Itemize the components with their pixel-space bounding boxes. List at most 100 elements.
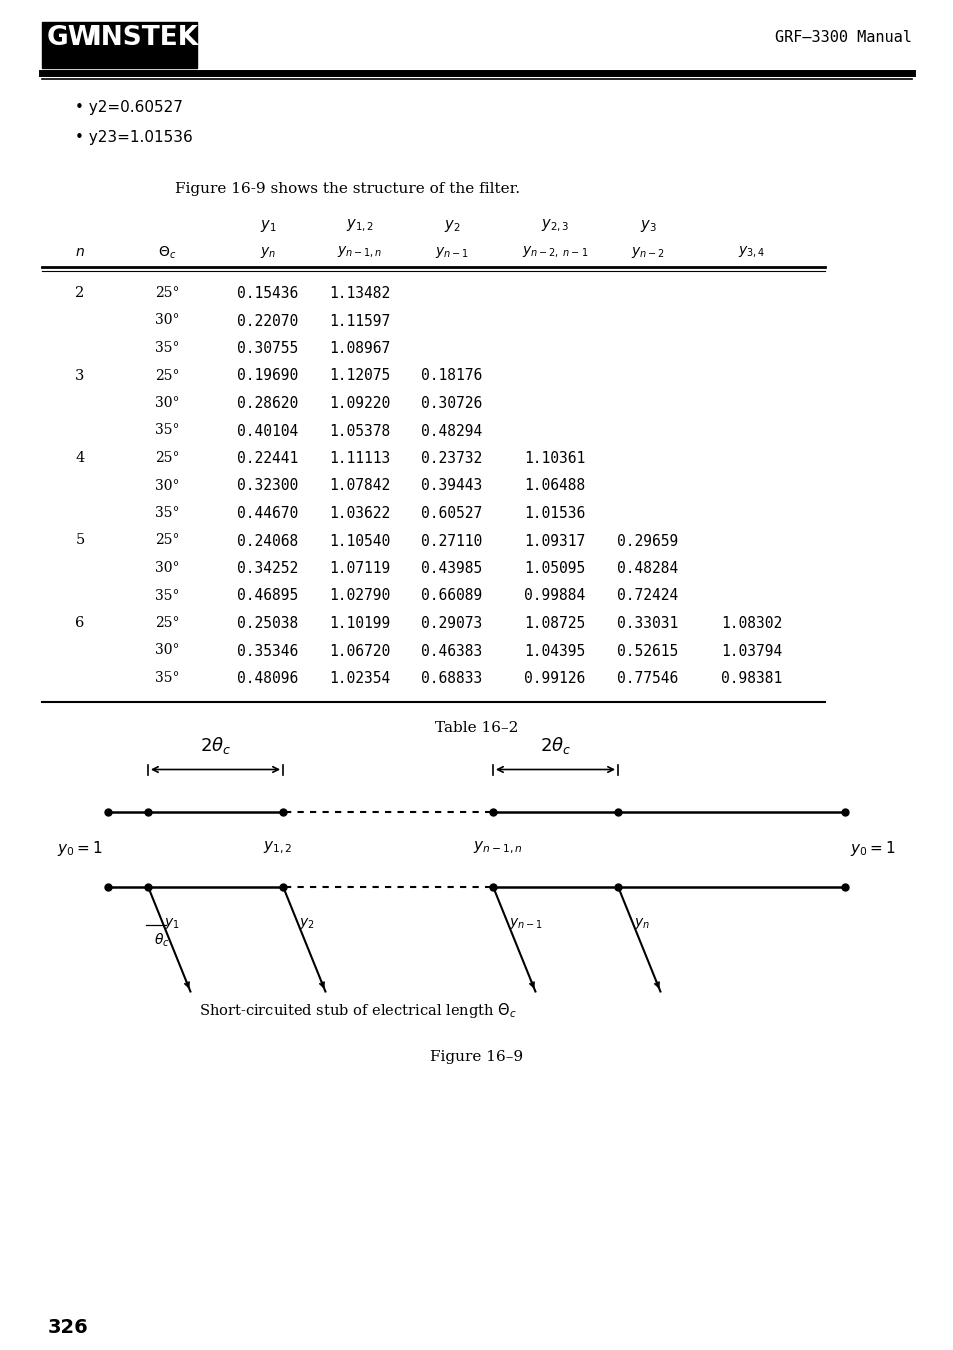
- Text: 35°: 35°: [154, 506, 179, 520]
- Text: 30°: 30°: [154, 562, 179, 575]
- Text: 1.09317: 1.09317: [524, 533, 585, 548]
- Text: $y_{2,3}$: $y_{2,3}$: [540, 217, 569, 235]
- Text: 0.15436: 0.15436: [237, 286, 298, 301]
- Text: 1.08967: 1.08967: [329, 342, 390, 356]
- Text: 1.10540: 1.10540: [329, 533, 390, 548]
- Text: $y_{n-2,\ n-1}$: $y_{n-2,\ n-1}$: [521, 244, 587, 261]
- Text: $y_1$: $y_1$: [164, 915, 179, 931]
- Text: 0.44670: 0.44670: [237, 506, 298, 521]
- Text: $y_{1,2}$: $y_{1,2}$: [346, 217, 374, 235]
- Text: • y2=0.60527: • y2=0.60527: [75, 100, 183, 115]
- Text: 0.27110: 0.27110: [421, 533, 482, 548]
- Text: 0.24068: 0.24068: [237, 533, 298, 548]
- Text: 0.40104: 0.40104: [237, 424, 298, 439]
- Text: 4: 4: [75, 451, 85, 464]
- Text: $y_2$: $y_2$: [443, 217, 459, 234]
- Text: 35°: 35°: [154, 671, 179, 684]
- Text: $y_n$: $y_n$: [633, 915, 649, 931]
- Text: $2\theta_c$: $2\theta_c$: [200, 734, 231, 756]
- Text: 5: 5: [75, 533, 85, 548]
- Text: 1.07842: 1.07842: [329, 478, 390, 494]
- Text: Figure 16–9: Figure 16–9: [430, 1049, 523, 1064]
- Text: Figure 16-9 shows the structure of the filter.: Figure 16-9 shows the structure of the f…: [174, 182, 519, 196]
- Text: 1.07119: 1.07119: [329, 562, 390, 576]
- Text: 35°: 35°: [154, 424, 179, 437]
- Text: Short-circuited stub of electrical length $\Theta_c$: Short-circuited stub of electrical lengt…: [199, 1002, 517, 1021]
- Text: 1.01536: 1.01536: [524, 506, 585, 521]
- Text: 0.99126: 0.99126: [524, 671, 585, 686]
- Text: 0.22441: 0.22441: [237, 451, 298, 466]
- Text: 0.46383: 0.46383: [421, 644, 482, 659]
- Text: 0.29659: 0.29659: [617, 533, 678, 548]
- Text: $y_{n-1,n}$: $y_{n-1,n}$: [337, 244, 382, 261]
- Text: $y_0 = 1$: $y_0 = 1$: [57, 840, 103, 859]
- Text: 35°: 35°: [154, 342, 179, 355]
- Text: 0.48284: 0.48284: [617, 562, 678, 576]
- Text: 0.30755: 0.30755: [237, 342, 298, 356]
- Text: 1.12075: 1.12075: [329, 369, 390, 383]
- Text: 1.08725: 1.08725: [524, 616, 585, 630]
- Text: 1.11597: 1.11597: [329, 313, 390, 328]
- Text: 6: 6: [75, 616, 85, 630]
- Text: 25°: 25°: [154, 286, 179, 300]
- Text: 0.68833: 0.68833: [421, 671, 482, 686]
- Text: 0.35346: 0.35346: [237, 644, 298, 659]
- Text: 1.04395: 1.04395: [524, 644, 585, 659]
- Text: 1.02354: 1.02354: [329, 671, 390, 686]
- Text: $y_{1,2}$: $y_{1,2}$: [263, 840, 293, 856]
- Text: 1.13482: 1.13482: [329, 286, 390, 301]
- Text: 30°: 30°: [154, 478, 179, 493]
- Text: $y_3$: $y_3$: [639, 217, 656, 234]
- Text: 0.33031: 0.33031: [617, 616, 678, 630]
- Text: 0.23732: 0.23732: [421, 451, 482, 466]
- Text: 0.32300: 0.32300: [237, 478, 298, 494]
- Text: 30°: 30°: [154, 313, 179, 328]
- Text: 0.29073: 0.29073: [421, 616, 482, 630]
- Text: 25°: 25°: [154, 616, 179, 630]
- Text: 30°: 30°: [154, 644, 179, 657]
- Text: 3: 3: [75, 369, 85, 382]
- Text: 0.66089: 0.66089: [421, 589, 482, 603]
- Text: 0.43985: 0.43985: [421, 562, 482, 576]
- Text: $2\theta_c$: $2\theta_c$: [539, 734, 571, 756]
- Text: 1.06488: 1.06488: [524, 478, 585, 494]
- Text: 1.05095: 1.05095: [524, 562, 585, 576]
- Text: 1.09220: 1.09220: [329, 396, 390, 410]
- Text: 1.11113: 1.11113: [329, 451, 390, 466]
- Text: $y_2$: $y_2$: [298, 915, 314, 931]
- Text: 0.30726: 0.30726: [421, 396, 482, 410]
- Text: 326: 326: [48, 1318, 89, 1336]
- Text: 0.18176: 0.18176: [421, 369, 482, 383]
- Text: 0.46895: 0.46895: [237, 589, 298, 603]
- Text: 0.19690: 0.19690: [237, 369, 298, 383]
- Text: 0.52615: 0.52615: [617, 644, 678, 659]
- Text: 25°: 25°: [154, 533, 179, 548]
- Text: 30°: 30°: [154, 396, 179, 410]
- Text: 0.28620: 0.28620: [237, 396, 298, 410]
- Text: 0.99884: 0.99884: [524, 589, 585, 603]
- Text: 0.60527: 0.60527: [421, 506, 482, 521]
- Text: 1.08302: 1.08302: [720, 616, 781, 630]
- Text: 0.48096: 0.48096: [237, 671, 298, 686]
- Text: 35°: 35°: [154, 589, 179, 602]
- Text: $y_1$: $y_1$: [259, 217, 276, 234]
- Text: $y_{n-2}$: $y_{n-2}$: [631, 244, 664, 261]
- Text: • y23=1.01536: • y23=1.01536: [75, 130, 193, 144]
- Text: $n$: $n$: [75, 244, 85, 259]
- Text: 2: 2: [75, 286, 85, 300]
- Text: 0.25038: 0.25038: [237, 616, 298, 630]
- Text: 1.10199: 1.10199: [329, 616, 390, 630]
- Text: Table 16–2: Table 16–2: [435, 721, 518, 736]
- Text: 25°: 25°: [154, 451, 179, 464]
- Text: INSTEK: INSTEK: [91, 26, 199, 51]
- Text: 1.05378: 1.05378: [329, 424, 390, 439]
- Text: $y_{3,4}$: $y_{3,4}$: [738, 244, 765, 261]
- Text: $y_{n-1}$: $y_{n-1}$: [508, 915, 542, 931]
- Text: $y_0 = 1$: $y_0 = 1$: [849, 840, 895, 859]
- Text: 1.03794: 1.03794: [720, 644, 781, 659]
- Text: 0.72424: 0.72424: [617, 589, 678, 603]
- Text: 1.02790: 1.02790: [329, 589, 390, 603]
- Text: $\Theta_c$: $\Theta_c$: [157, 244, 176, 262]
- FancyBboxPatch shape: [42, 22, 196, 68]
- Text: GRF–3300 Manual: GRF–3300 Manual: [774, 30, 911, 45]
